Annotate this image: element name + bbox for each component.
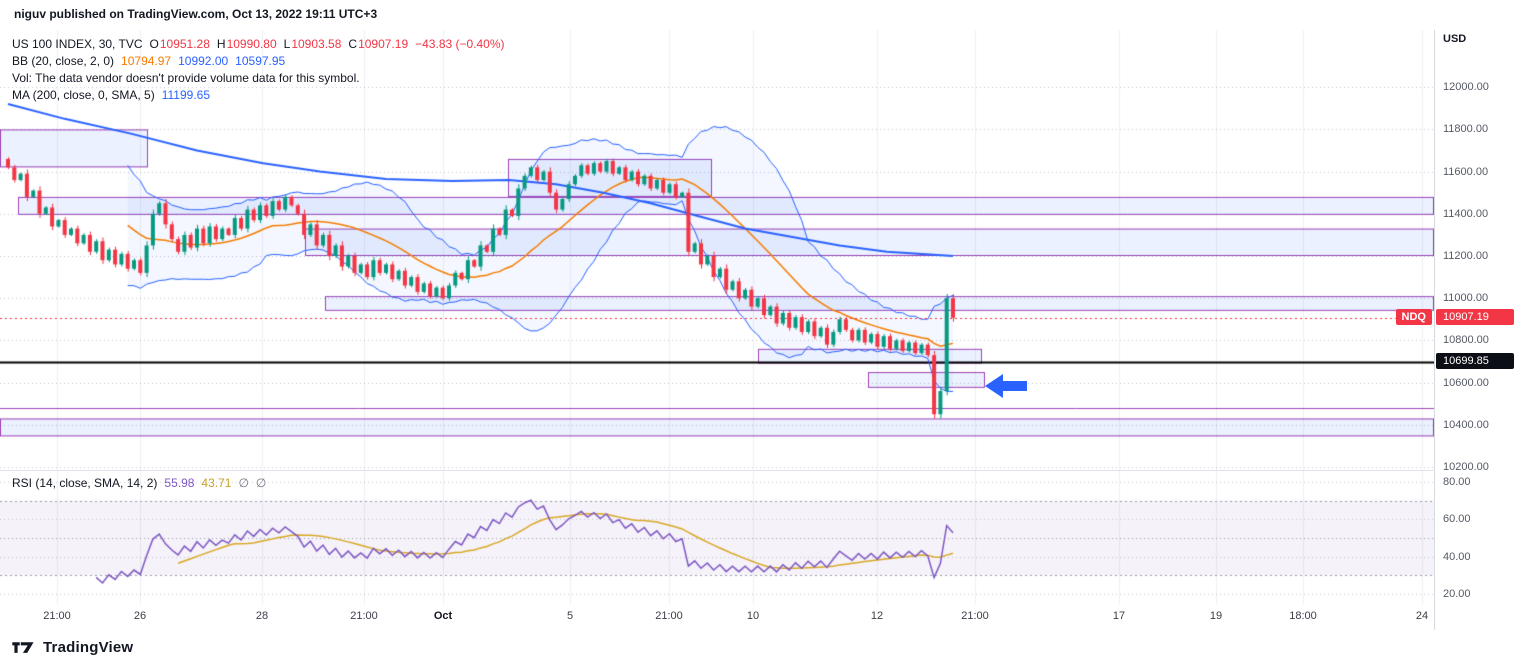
time-tick-label: 26 [133,610,147,622]
open-key: O [149,36,159,51]
symbol-title: US 100 INDEX, 30, TVC [12,36,143,51]
time-tick-label: 10 [746,610,760,622]
main-legend: US 100 INDEX, 30, TVC O 10951.28 H 10990.8… [12,35,505,103]
time-tick-label: 21:00 [350,610,378,622]
time-tick-label: 21:00 [961,610,989,622]
currency-label: USD [1443,33,1467,45]
time-tick-label: 19 [1209,610,1223,622]
close-value: 10907.19 [358,36,409,51]
price-tick-label: 11800.00 [1443,123,1489,136]
price-tick-label: 11400.00 [1443,207,1489,220]
pane-separator[interactable] [0,470,1514,471]
tradingview-logo-icon[interactable] [12,639,36,656]
time-axis[interactable]: 21:00 26 28 21:00 Oct 5 21:00 10 12 21:00 17 19 18:0… [0,604,1434,630]
last-price-badge: 10907.19 [1436,308,1514,325]
low-value: 10903.58 [291,36,342,51]
left-arrow-drawing[interactable] [983,371,1029,401]
rsi-value: 55.98 [164,475,195,490]
chart-container: US 100 INDEX, 30, TVC O 10951.28 H 10990.8… [0,30,1514,631]
price-tick-label: 11200.00 [1443,250,1489,262]
ma-title: MA (200, close, 0, SMA, 5) [12,87,155,102]
rsi-title: RSI (14, close, SMA, 14, 2) [12,475,158,490]
price-tick-label: 10800.00 [1443,334,1489,347]
time-tick-label: 24 [1415,610,1429,622]
close-key: C [348,36,358,51]
bb-legend-row[interactable]: BB (20, close, 2, 0) 10794.97 10992.00 1… [12,52,505,69]
level-price-badge: 10699.85 [1436,352,1514,369]
rsi-pane-canvas[interactable] [0,470,1434,604]
symbol-legend-row[interactable]: US 100 INDEX, 30, TVC O 10951.28 H 10990.8… [12,35,505,52]
rsi-tick-label: 80.00 [1443,476,1471,488]
price-tick-label: 11000.00 [1443,292,1489,305]
publish-caption: niguv published on TradingView.com, Oct … [14,7,378,21]
bb-upper-value: 10992.00 [178,53,229,68]
time-tick-label: 5 [566,610,574,622]
rsi-tick-label: 60.00 [1443,513,1471,526]
price-tick-label: 10600.00 [1443,376,1489,389]
bb-basis-value: 10794.97 [121,53,172,68]
symbol-price-flag: NDQ [1395,308,1432,325]
time-tick-label: 18:00 [1289,610,1317,622]
rsi-tick-label: 40.00 [1443,550,1471,563]
rsi-empty-value-1: ∅ [238,475,249,490]
ma-legend-row[interactable]: MA (200, close, 0, SMA, 5) 11199.65 [12,86,505,103]
price-tick-label: 12000.00 [1443,81,1489,94]
time-tick-label: 21:00 [43,610,71,622]
ma-value: 11199.65 [161,87,211,102]
price-pane-canvas[interactable] [0,30,1434,470]
time-tick-label: 12 [870,610,884,622]
time-tick-label: 21:00 [655,610,683,622]
bb-title: BB (20, close, 2, 0) [12,53,115,68]
low-key: L [283,36,291,51]
high-key: H [216,36,226,51]
price-tick-label: 10200.00 [1443,461,1489,473]
price-tick-label: 11600.00 [1443,165,1489,178]
change-value: −43.83 (−0.40%) [415,36,505,51]
price-axis[interactable]: USD 12000.00 11800.00 11600.00 11400.00 1120… [1434,30,1514,630]
time-tick-label: 28 [255,610,269,622]
rsi-legend-row[interactable]: RSI (14, close, SMA, 14, 2) 55.98 43.71 … [12,474,266,491]
tradingview-brand[interactable]: TradingView [43,639,134,656]
time-tick-label: Oct [433,610,453,622]
rsi-ma-value: 43.71 [201,475,232,490]
time-tick-label: 17 [1112,610,1126,622]
footer: TradingView [0,630,1514,665]
volume-message: Vol: The data vendor doesn't provide vol… [12,70,360,85]
price-tick-label: 10400.00 [1443,418,1489,431]
rsi-tick-label: 20.00 [1443,588,1471,600]
rsi-legend: RSI (14, close, SMA, 14, 2) 55.98 43.71 … [12,474,266,491]
bb-lower-value: 10597.95 [235,53,286,68]
open-value: 10951.28 [159,36,210,51]
high-value: 10990.80 [226,36,277,51]
volume-legend-row[interactable]: Vol: The data vendor doesn't provide vol… [12,69,505,86]
rsi-empty-value-2: ∅ [255,475,267,490]
